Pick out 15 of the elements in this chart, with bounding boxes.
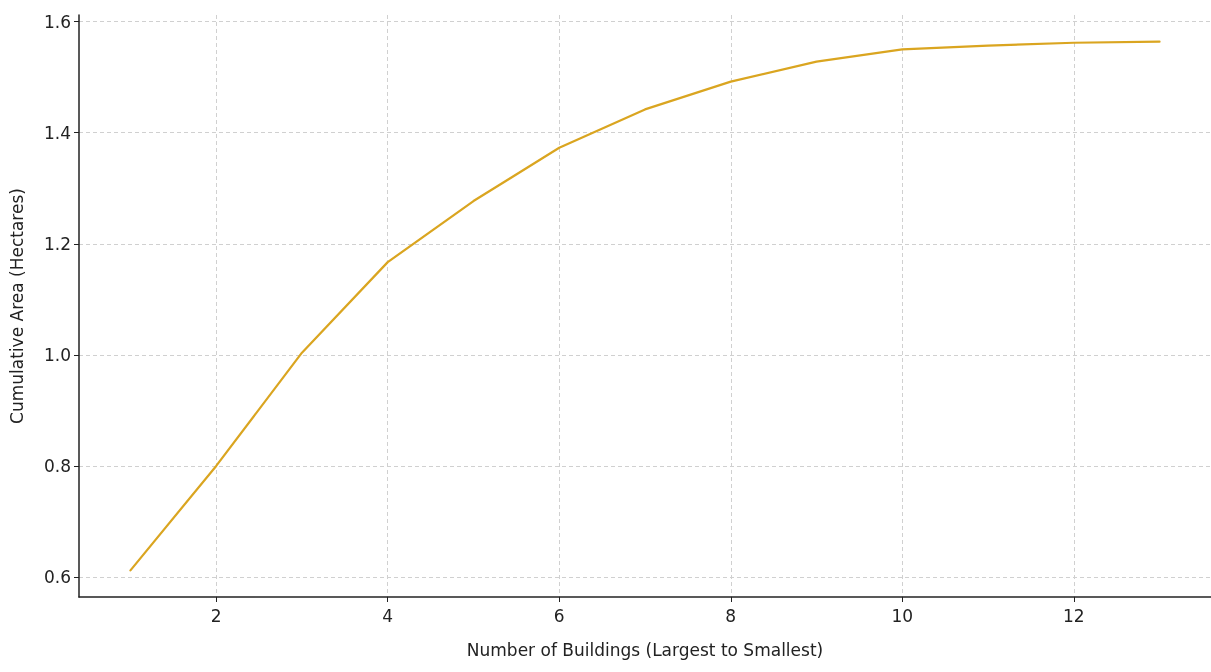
y-tick-label: 1.6 [43,11,71,32]
x-tick-label: 10 [891,605,914,626]
x-tick-label: 4 [382,605,394,626]
x-axis-title: Number of Buildings (Largest to Smallest) [466,639,824,660]
y-tick-label: 1.0 [43,344,71,365]
y-tick-label: 1.4 [43,122,71,143]
y-tick-label: 0.8 [43,455,71,476]
x-tick-label: 6 [553,605,565,626]
line-series [129,40,1161,572]
y-tick-label: 0.6 [43,567,71,588]
y-axis-title: Cumulative Area (Hectares) [6,188,27,424]
x-tick-label: 2 [210,605,222,626]
x-tick-label: 12 [1062,605,1085,626]
y-tick-label: 1.2 [43,233,71,254]
x-tick-label: 8 [725,605,737,626]
